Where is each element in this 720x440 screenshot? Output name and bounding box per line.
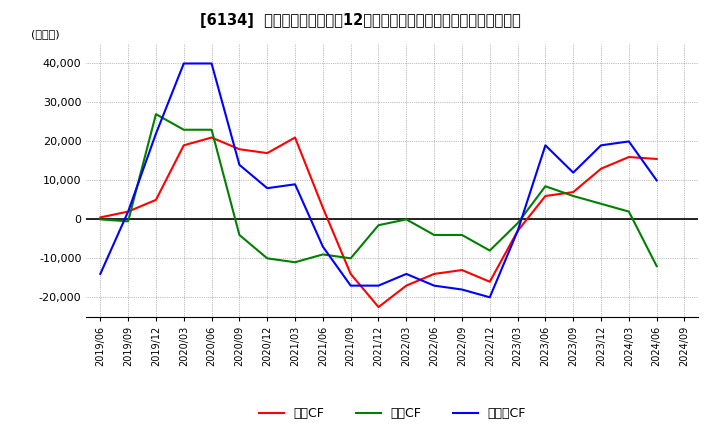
投資CF bbox=[235, 232, 243, 238]
フリーCF bbox=[235, 162, 243, 168]
フリーCF bbox=[458, 287, 467, 292]
フリーCF bbox=[485, 295, 494, 300]
投資CF bbox=[430, 232, 438, 238]
Line: 投資CF: 投資CF bbox=[100, 114, 657, 266]
フリーCF bbox=[207, 61, 216, 66]
営業CF bbox=[624, 154, 633, 160]
Line: フリーCF: フリーCF bbox=[100, 63, 657, 297]
フリーCF bbox=[263, 186, 271, 191]
フリーCF bbox=[179, 61, 188, 66]
フリーCF bbox=[346, 283, 355, 288]
投資CF bbox=[402, 217, 410, 222]
フリーCF bbox=[541, 143, 550, 148]
営業CF bbox=[96, 215, 104, 220]
営業CF bbox=[458, 268, 467, 273]
営業CF bbox=[485, 279, 494, 284]
営業CF bbox=[263, 150, 271, 156]
投資CF bbox=[291, 260, 300, 265]
フリーCF bbox=[624, 139, 633, 144]
投資CF bbox=[124, 219, 132, 224]
営業CF bbox=[541, 193, 550, 198]
営業CF bbox=[152, 197, 161, 202]
営業CF bbox=[179, 143, 188, 148]
フリーCF bbox=[402, 271, 410, 277]
Text: [6134]  キャッシュフローの12か月移動合計の対前年同期増減額の推移: [6134] キャッシュフローの12か月移動合計の対前年同期増減額の推移 bbox=[199, 13, 521, 28]
フリーCF bbox=[318, 244, 327, 249]
営業CF bbox=[569, 190, 577, 195]
投資CF bbox=[318, 252, 327, 257]
投資CF bbox=[374, 223, 383, 228]
投資CF bbox=[624, 209, 633, 214]
営業CF bbox=[291, 135, 300, 140]
Line: 営業CF: 営業CF bbox=[100, 138, 657, 307]
投資CF bbox=[346, 256, 355, 261]
営業CF bbox=[597, 166, 606, 171]
投資CF bbox=[458, 232, 467, 238]
投資CF bbox=[569, 193, 577, 198]
フリーCF bbox=[291, 182, 300, 187]
営業CF bbox=[402, 283, 410, 288]
投資CF bbox=[96, 217, 104, 222]
フリーCF bbox=[430, 283, 438, 288]
投資CF bbox=[513, 220, 522, 226]
フリーCF bbox=[152, 131, 161, 136]
営業CF bbox=[374, 304, 383, 310]
投資CF bbox=[597, 201, 606, 206]
営業CF bbox=[346, 271, 355, 277]
フリーCF bbox=[96, 271, 104, 277]
営業CF bbox=[235, 147, 243, 152]
フリーCF bbox=[597, 143, 606, 148]
フリーCF bbox=[569, 170, 577, 175]
営業CF bbox=[207, 135, 216, 140]
営業CF bbox=[513, 228, 522, 234]
投資CF bbox=[152, 111, 161, 117]
投資CF bbox=[541, 183, 550, 189]
投資CF bbox=[485, 248, 494, 253]
投資CF bbox=[263, 256, 271, 261]
投資CF bbox=[652, 264, 661, 269]
投資CF bbox=[207, 127, 216, 132]
投資CF bbox=[179, 127, 188, 132]
営業CF bbox=[652, 156, 661, 161]
営業CF bbox=[430, 271, 438, 277]
Legend: 営業CF, 投資CF, フリーCF: 営業CF, 投資CF, フリーCF bbox=[253, 402, 531, 425]
営業CF bbox=[318, 205, 327, 210]
フリーCF bbox=[513, 228, 522, 234]
フリーCF bbox=[652, 178, 661, 183]
Text: (百万円): (百万円) bbox=[31, 29, 60, 39]
フリーCF bbox=[374, 283, 383, 288]
フリーCF bbox=[124, 209, 132, 214]
営業CF bbox=[124, 209, 132, 214]
